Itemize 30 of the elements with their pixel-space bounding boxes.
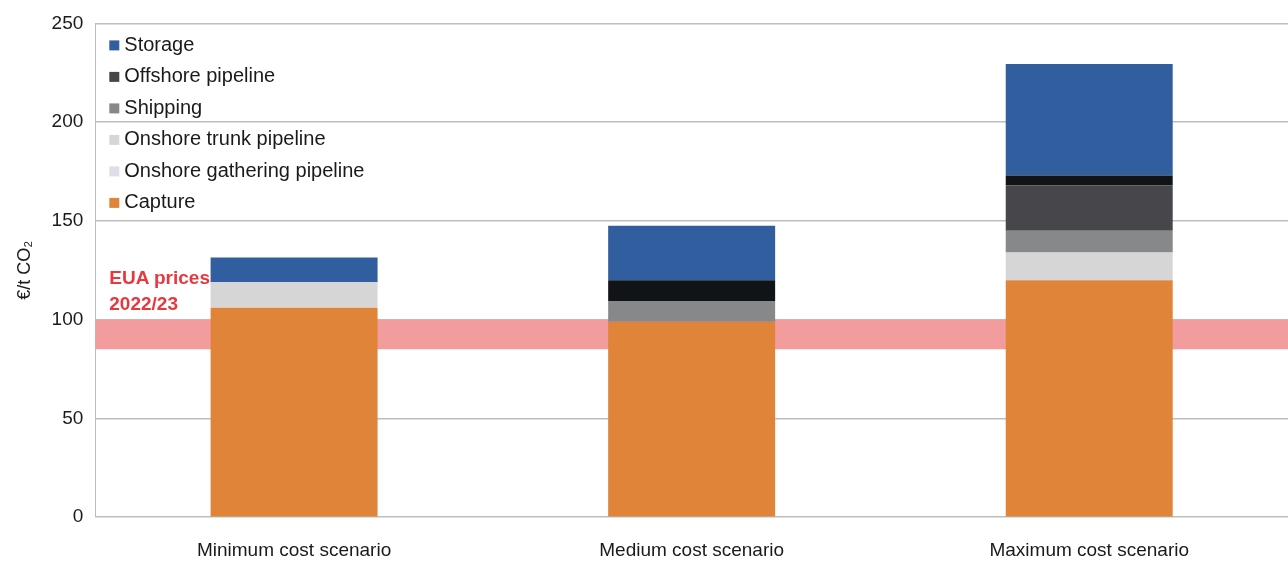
x-tick-label: Maximum cost scenario [989,538,1189,560]
bar [210,307,378,517]
y-tick-label: 200 [51,110,84,132]
bar [1005,252,1173,281]
bar [1005,185,1173,231]
legend-label: Onshore gathering pipeline [124,158,365,181]
x-tick-label: Minimum cost scenario [196,538,392,560]
y-axis-title: €/t CO₂ [13,240,34,300]
bar [608,321,776,517]
bar [1005,175,1173,186]
bar [210,282,378,308]
bar [1005,280,1173,517]
bar [608,300,776,322]
legend-label: Offshore pipeline [124,64,276,87]
y-tick-label: 150 [51,209,84,231]
bar [1005,63,1173,176]
legend-label: Onshore trunk pipeline [124,127,326,150]
y-tick-label: 100 [51,307,84,329]
bar [608,280,776,301]
bar [608,225,776,281]
y-tick-label: 0 [72,505,84,527]
band-label: EUA prices 2022/23 [109,266,210,314]
legend-label: Capture [124,190,196,213]
legend-label: Shipping [124,95,203,118]
bar [210,257,378,283]
legend-label: Storage [124,32,195,55]
y-tick-label: 250 [51,11,84,33]
bar [1005,230,1173,253]
y-tick-label: 50 [62,406,84,428]
x-tick-label: Medium cost scenario [599,538,785,560]
